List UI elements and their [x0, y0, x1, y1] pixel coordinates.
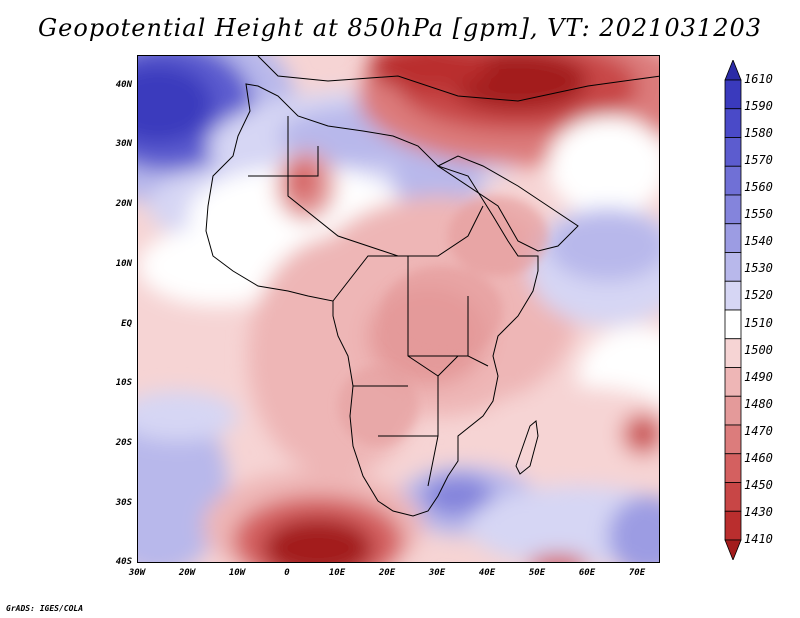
- lon-label-10e: 10E: [328, 568, 346, 578]
- colorbar-label: 1540: [744, 234, 773, 249]
- lon-label-20e: 20E: [378, 568, 396, 578]
- geopotential-field: [138, 56, 659, 562]
- map-panel: [137, 55, 660, 563]
- colorbar-label: 1550: [744, 207, 773, 222]
- colorbar-box: [724, 453, 742, 483]
- map-title: Geopotential Height at 850hPa [gpm], VT:…: [38, 14, 762, 42]
- colorbar-box: [724, 367, 742, 397]
- colorbar-label: 1490: [744, 369, 773, 384]
- lat-label-eq: EQ: [121, 319, 132, 329]
- lon-label-60e: 60E: [578, 568, 596, 578]
- grads-credit: GrADS: IGES/COLA: [6, 604, 84, 613]
- lat-label-20s: 20S: [115, 438, 132, 448]
- colorbar-box: [724, 482, 742, 512]
- coastlines: [205, 56, 659, 517]
- colorbar-box: [724, 194, 742, 225]
- colorbar-label: 1410: [744, 532, 773, 546]
- colorbar-label: 1590: [744, 99, 773, 114]
- colorbar-box: [724, 338, 742, 368]
- colorbar-label: 1480: [744, 396, 773, 411]
- colorbar-label: 1460: [744, 450, 773, 465]
- lon-label-30e: 30E: [428, 568, 446, 578]
- lon-label-40e: 40E: [478, 568, 496, 578]
- lon-label-10w: 10W: [228, 568, 246, 578]
- lon-label-20w: 20W: [178, 568, 196, 578]
- colorbar-bottom-triangle: [724, 539, 742, 560]
- colorbar-box: [724, 395, 742, 426]
- lon-label-30w: 30W: [128, 568, 146, 578]
- lon-label-70e: 70E: [628, 568, 646, 578]
- colorbar-label: 1510: [744, 315, 773, 330]
- lat-label-30n: 30N: [115, 139, 132, 149]
- colorbar-label: 1470: [744, 423, 773, 438]
- colorbar-label: 1450: [744, 477, 773, 492]
- colorbar-label: 1520: [744, 288, 773, 303]
- colorbar-label: 1530: [744, 261, 773, 276]
- lat-label-20n: 20N: [115, 199, 132, 209]
- colorbar: [724, 60, 742, 560]
- colorbar-box: [724, 108, 742, 138]
- colorbar-box: [724, 252, 742, 282]
- colorbar-box: [724, 510, 742, 541]
- lat-label-10n: 10N: [115, 259, 132, 269]
- colorbar-box: [724, 79, 742, 110]
- colorbar-label: 1570: [744, 153, 773, 168]
- colorbar-box: [724, 280, 742, 311]
- colorbar-label: 1430: [744, 504, 773, 519]
- colorbar-label: 1500: [744, 342, 773, 357]
- lat-label-40n: 40N: [115, 80, 132, 90]
- lon-label-50e: 50E: [528, 568, 546, 578]
- colorbar-box: [724, 309, 742, 340]
- colorbar-label: 1580: [744, 126, 773, 141]
- colorbar-box: [724, 424, 742, 455]
- colorbar-label: 1560: [744, 180, 773, 195]
- colorbar-box: [724, 137, 742, 167]
- lon-label-0: 0: [284, 568, 290, 578]
- colorbar-label: 1610: [744, 72, 773, 86]
- lat-label-40s: 40S: [115, 557, 132, 567]
- colorbar-box: [724, 165, 742, 196]
- lat-label-30s: 30S: [115, 498, 132, 508]
- colorbar-top-triangle: [724, 60, 742, 81]
- lat-label-10s: 10S: [115, 378, 132, 388]
- colorbar-box: [724, 223, 742, 253]
